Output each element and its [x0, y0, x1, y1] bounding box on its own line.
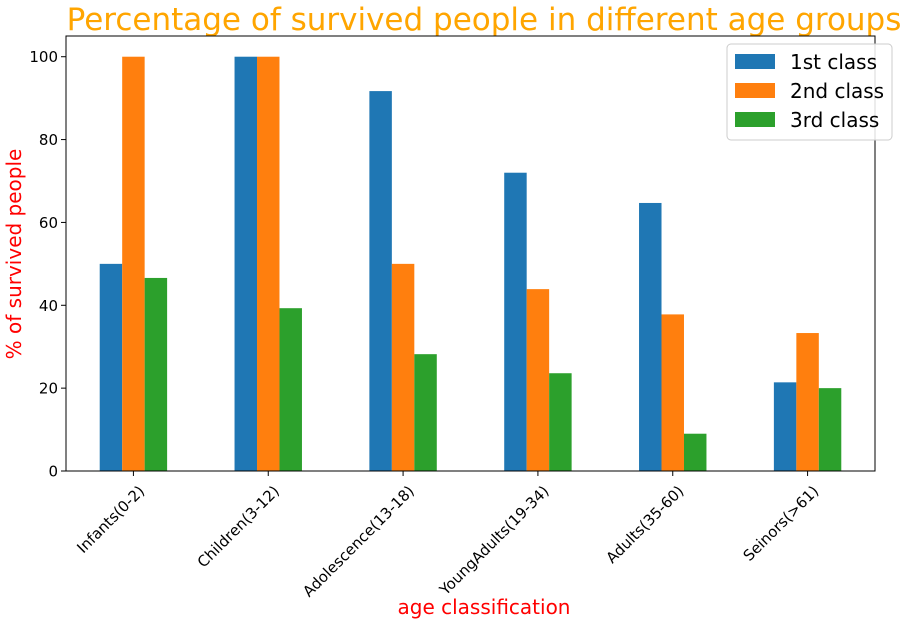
bar-1-1 — [99, 263, 123, 471]
x-tick-label: Infants(0-2) — [73, 482, 148, 557]
x-axis: Infants(0-2) Children(3-12) Adolescence(13… — [73, 471, 822, 601]
x-tick-label: Children(3-12) — [194, 482, 283, 571]
bar-1-6 — [773, 382, 797, 471]
plot-area — [99, 56, 842, 472]
legend-swatch — [735, 54, 775, 69]
bar-2-1 — [122, 56, 145, 472]
y-tick-label: 20 — [39, 380, 58, 398]
bar-3-5 — [683, 433, 707, 471]
legend-label: 1st class — [790, 50, 877, 74]
y-axis: 0 20 40 60 80 100 — [29, 48, 66, 481]
y-tick-label: 40 — [39, 297, 58, 315]
bar-2-2 — [257, 56, 280, 472]
x-axis-label: age classification — [398, 595, 571, 619]
y-tick-label: 100 — [29, 48, 58, 66]
bar-3-3 — [414, 354, 437, 471]
bar-2-5 — [661, 314, 684, 471]
x-tick-label: YoungAdults(19-34) — [435, 482, 552, 599]
bar-2-4 — [526, 289, 550, 471]
axes-frame — [65, 35, 876, 472]
bar-3-2 — [279, 308, 302, 471]
bar-3-4 — [549, 373, 572, 471]
x-tick-label: Adolescence(13-18) — [299, 482, 418, 601]
bar-2-6 — [796, 333, 819, 471]
bar-1-4 — [504, 172, 527, 471]
bar-3-1 — [144, 277, 168, 471]
y-tick-label: 80 — [39, 131, 58, 149]
y-tick-label: 0 — [48, 463, 58, 481]
x-tick-label: Seinors(>61) — [740, 482, 823, 565]
x-tick-label: Adults(35-60) — [603, 482, 688, 567]
legend: 1st class 2nd class 3rd class — [726, 43, 893, 141]
chart-title: Percentage of survived people in differe… — [67, 2, 902, 38]
bar-1-5 — [639, 202, 662, 471]
bar-2-3 — [391, 263, 415, 471]
legend-swatch — [735, 112, 775, 127]
legend-label: 3rd class — [790, 108, 879, 132]
legend-swatch — [735, 83, 775, 98]
bar-1-3 — [369, 91, 392, 471]
y-axis-label: % of survived people — [2, 149, 26, 360]
legend-label: 2nd class — [790, 79, 884, 103]
bar-1-2 — [234, 56, 258, 472]
y-tick-label: 60 — [39, 214, 58, 232]
bar-3-6 — [818, 388, 842, 471]
